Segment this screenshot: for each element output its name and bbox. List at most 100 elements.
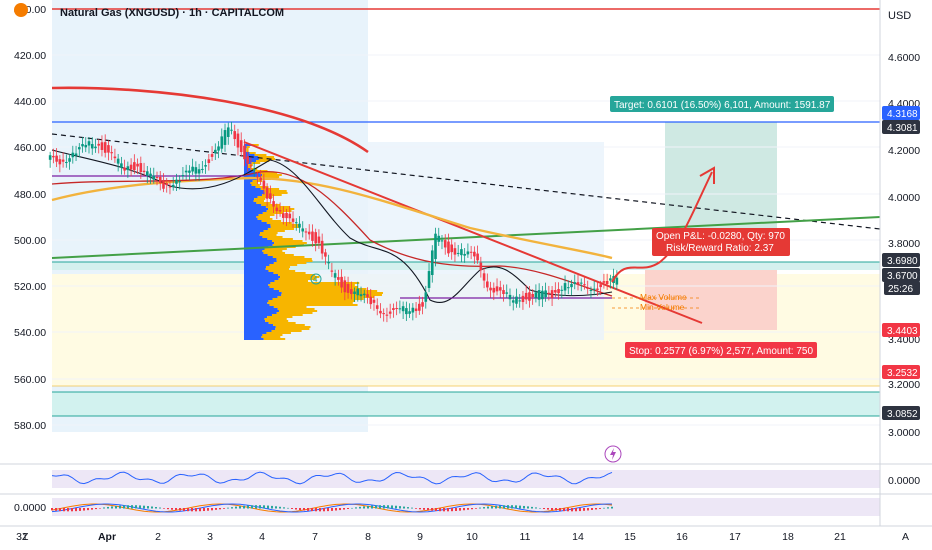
vp-blue-bar xyxy=(244,282,271,284)
hist-bar xyxy=(315,508,317,512)
vp-yellow-bar xyxy=(271,240,303,242)
candle-body xyxy=(362,293,366,296)
corner-a-label[interactable]: A xyxy=(902,531,909,543)
vp-blue-bar xyxy=(244,312,277,314)
candle-body xyxy=(350,289,353,295)
hist-bar xyxy=(319,508,321,512)
vp-blue-bar xyxy=(244,308,278,310)
vp-yellow-bar xyxy=(270,226,301,228)
hist-bar xyxy=(55,508,57,511)
vp-blue-bar xyxy=(244,216,257,218)
hist-bar xyxy=(419,508,421,510)
candle-body xyxy=(103,142,107,153)
candle-body xyxy=(592,288,596,290)
candle-body xyxy=(560,289,564,291)
volume-profile-marker-label: 4 xyxy=(313,275,318,284)
vp-blue-bar xyxy=(244,274,279,276)
currency-label[interactable]: USD xyxy=(888,10,911,22)
vp-yellow-bar xyxy=(272,256,305,258)
candle-body xyxy=(246,156,249,164)
vp-blue-bar xyxy=(244,226,271,228)
candle-body xyxy=(259,177,262,181)
right-axis: 4.60004.40004.20004.00003.80003.40003.20… xyxy=(888,52,920,439)
candle-body xyxy=(609,278,612,281)
vp-blue-bar xyxy=(244,218,258,220)
vp-yellow-bar xyxy=(267,228,295,230)
vp-blue-bar xyxy=(244,338,264,340)
vp-blue-bar xyxy=(244,154,255,156)
x-tick-12: 16 xyxy=(676,531,688,543)
vp-blue-bar xyxy=(244,258,277,260)
hist-bar xyxy=(583,508,585,511)
hist-bar xyxy=(563,508,565,512)
hist-bar xyxy=(547,508,549,510)
hist-bar xyxy=(371,505,373,509)
hist-bar xyxy=(175,508,177,511)
corner-z-label[interactable]: Z xyxy=(22,531,29,543)
vp-yellow-bar xyxy=(246,148,249,150)
x-tick-3: 3 xyxy=(207,531,213,543)
price-tag-box-3 xyxy=(882,268,920,282)
hist-bar xyxy=(539,507,541,509)
hist-bar xyxy=(91,508,93,510)
hist-bar xyxy=(411,507,413,509)
dashed-trendline xyxy=(51,133,881,230)
candle-body xyxy=(375,305,379,309)
vp-blue-bar xyxy=(244,158,259,160)
vp-blue-bar xyxy=(244,286,270,288)
candle-body xyxy=(443,240,447,248)
hist-bar xyxy=(351,507,353,509)
candle-body xyxy=(479,262,483,271)
right-tick-2: 4.2000 xyxy=(888,145,920,157)
red-curve-arc xyxy=(51,86,369,154)
hist-bar xyxy=(527,506,529,509)
vp-yellow-bar xyxy=(277,296,375,298)
candle-body xyxy=(434,233,437,260)
chart-title[interactable]: Natural Gas (XNGUSD) · 1h · CAPITALCOM xyxy=(60,7,284,19)
candle-body xyxy=(213,149,217,154)
risk-reward-label: Risk/Reward Ratio: 2.37 xyxy=(666,243,774,254)
candle-body xyxy=(583,284,586,286)
candle-body xyxy=(596,288,599,290)
candle-body xyxy=(615,277,619,285)
volume-profile-marker[interactable] xyxy=(310,273,322,285)
vp-yellow-bar xyxy=(268,284,355,286)
candle-body xyxy=(343,280,347,293)
hist-bar xyxy=(287,507,289,509)
vp-yellow-bar xyxy=(273,324,305,326)
hist-bar xyxy=(407,507,409,509)
vp-blue-bar xyxy=(244,330,272,332)
hist-bar xyxy=(423,508,425,510)
vp-blue-bar xyxy=(244,336,262,338)
target-label: Target: 0.6101 (16.50%) 6,101, Amount: 1… xyxy=(614,100,831,111)
hist-bar xyxy=(511,505,513,509)
vp-yellow-bar xyxy=(267,316,293,318)
hist-bar xyxy=(431,508,433,511)
candle-body xyxy=(77,147,81,150)
candle-body xyxy=(107,145,110,153)
price-tag-box-1 xyxy=(882,120,920,134)
vp-yellow-bar xyxy=(259,234,277,236)
x-tick-1: Apr xyxy=(98,531,116,543)
vp-yellow-bar xyxy=(258,156,275,158)
vp-blue-bar xyxy=(244,268,266,270)
hist-bar xyxy=(447,508,449,512)
vp-blue-bar xyxy=(244,284,269,286)
max-volume-label: Max Volume xyxy=(640,292,687,302)
candle-body xyxy=(427,271,431,288)
candle-body xyxy=(395,308,398,310)
vp-yellow-bar xyxy=(256,160,270,162)
vp-blue-bar xyxy=(244,260,277,262)
vp-yellow-bar xyxy=(251,144,259,146)
candle-body xyxy=(155,176,159,178)
candle-body xyxy=(453,248,457,255)
hist-bar xyxy=(515,505,517,509)
vp-yellow-bar xyxy=(272,244,304,246)
candle-body xyxy=(392,308,395,310)
vp-blue-bar xyxy=(244,234,260,236)
hist-bar xyxy=(63,508,65,512)
hist-bar xyxy=(79,508,81,511)
ema-yellow xyxy=(51,176,613,260)
vp-blue-bar xyxy=(244,166,248,168)
